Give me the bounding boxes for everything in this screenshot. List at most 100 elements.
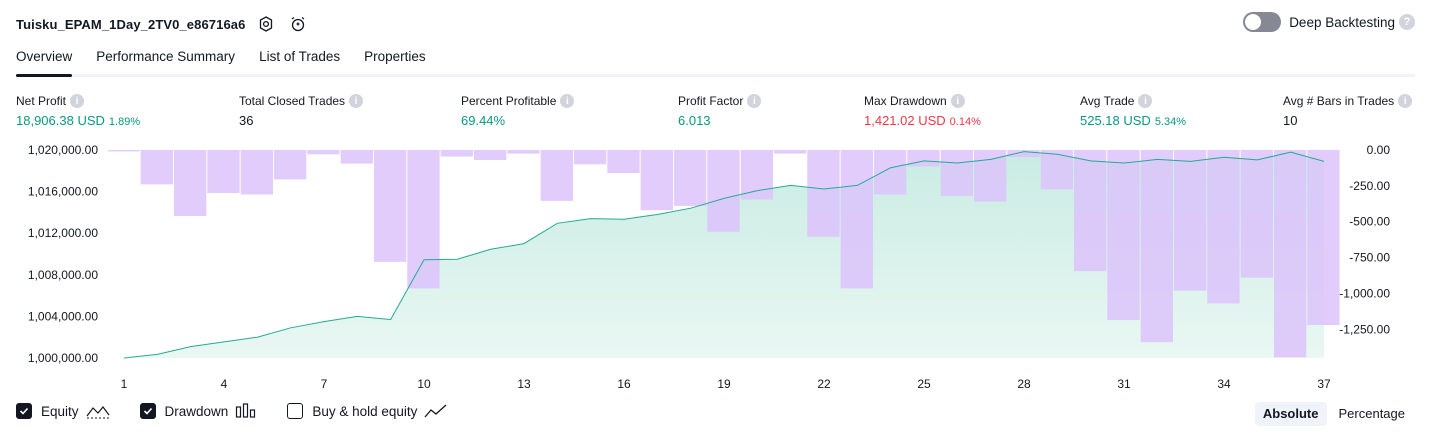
- drawdown-bar: [640, 150, 673, 211]
- tab-bar: Overview Performance Summary List of Tra…: [16, 44, 1415, 77]
- drawdown-bar: [108, 150, 140, 152]
- left-axis-tick: 1,000,000.00: [28, 351, 98, 365]
- add-alert-icon[interactable]: [287, 13, 309, 35]
- drawdown-bar: [407, 150, 440, 289]
- info-icon[interactable]: i: [70, 94, 85, 108]
- tab-list-of-trades[interactable]: List of Trades: [259, 49, 341, 64]
- left-axis-tick: 1,012,000.00: [28, 226, 98, 240]
- info-icon[interactable]: i: [1398, 94, 1413, 108]
- x-axis-tick: 37: [1317, 377, 1331, 391]
- drawdown-bar: [774, 150, 807, 154]
- drawdown-bar: [140, 150, 173, 185]
- tab-performance-summary[interactable]: Performance Summary: [96, 49, 236, 64]
- percentage-button[interactable]: Percentage: [1338, 406, 1406, 421]
- right-axis-tick: -1,000.00: [1339, 286, 1390, 300]
- drawdown-bar: [1074, 150, 1107, 272]
- question-icon[interactable]: ?: [1399, 14, 1415, 30]
- x-axis-tick: 16: [617, 377, 631, 391]
- info-icon[interactable]: i: [747, 94, 762, 108]
- drawdown-bar: [440, 150, 473, 157]
- drawdown-bar: [174, 150, 207, 216]
- equity-area: [124, 151, 1324, 358]
- metrics-row: Net Profit i 18,906.38 USD 1.89% Total Clo…: [0, 93, 1431, 133]
- drawdown-bar: [540, 150, 573, 201]
- x-axis-tick: 22: [817, 377, 831, 391]
- metric-percent: 0.14%: [949, 116, 981, 128]
- legend-label: Drawdown: [164, 403, 229, 419]
- x-axis-tick: 19: [717, 377, 731, 391]
- info-icon[interactable]: i: [1138, 94, 1153, 108]
- x-axis-tick: 4: [221, 377, 228, 391]
- metric-label: Avg Trade: [1080, 94, 1135, 108]
- deep-backtesting-toggle[interactable]: [1243, 12, 1282, 32]
- drawdown-bar: [1174, 150, 1207, 291]
- settings-icon[interactable]: [255, 13, 277, 35]
- buy-hold-checkbox[interactable]: [287, 403, 304, 419]
- left-axis-tick: 1,016,000.00: [28, 185, 98, 199]
- drawdown-bar: [340, 150, 373, 164]
- drawdown-bar: [740, 150, 773, 200]
- drawdown-bar: [574, 150, 607, 165]
- legend-drawdown[interactable]: Drawdown: [139, 403, 258, 419]
- equity-line-icon: [86, 403, 110, 419]
- metric-label: Net Profit: [16, 94, 67, 108]
- drawdown-bar: [1007, 150, 1040, 158]
- metric-value: 36: [239, 113, 254, 128]
- drawdown-bar: [907, 150, 940, 167]
- metric-label: Profit Factor: [678, 94, 744, 108]
- value-mode-toggle: Absolute Percentage: [1251, 402, 1413, 426]
- metric-label: Percent Profitable: [461, 94, 557, 108]
- drawdown-bar: [207, 150, 240, 193]
- drawdown-bar: [507, 150, 540, 154]
- drawdown-bar: [1274, 150, 1307, 358]
- legend-equity[interactable]: Equity: [16, 403, 110, 419]
- chart-legend: Equity Drawdown Buy & hold equity: [16, 403, 478, 419]
- tab-properties[interactable]: Properties: [364, 49, 426, 64]
- drawdown-bar: [874, 150, 907, 195]
- strategy-header: Tuisku_EPAM_1Day_2TV0_e86716a6: [16, 10, 309, 38]
- metric-percent-profitable: Percent Profitable i 69.44%: [461, 93, 575, 128]
- strategy-name: Tuisku_EPAM_1Day_2TV0_e86716a6: [16, 16, 246, 32]
- equity-checkbox[interactable]: [16, 403, 32, 419]
- x-axis-tick: 28: [1017, 377, 1031, 391]
- metric-percent: 1.89%: [108, 116, 141, 128]
- tab-overview[interactable]: Overview: [16, 44, 73, 77]
- metric-avg-trade: Avg Trade i 525.18 USD 5.34%: [1080, 93, 1186, 128]
- drawdown-bar: [1307, 150, 1340, 325]
- left-axis-tick: 1,004,000.00: [28, 309, 98, 323]
- drawdown-bar: [1107, 150, 1140, 320]
- metric-percent: 5.34%: [1154, 116, 1187, 128]
- drawdown-bar: [974, 150, 1007, 202]
- left-axis-tick: 1,020,000.00: [28, 143, 98, 157]
- metric-net-profit: Net Profit i 18,906.38 USD 1.89%: [16, 93, 140, 128]
- legend-buy-hold-equity[interactable]: Buy & hold equity: [287, 403, 448, 419]
- drawdown-bar: [474, 150, 507, 160]
- x-axis-tick: 25: [917, 377, 931, 391]
- metric-label: Max Drawdown: [864, 94, 947, 108]
- drawdown-bar: [307, 150, 340, 155]
- drawdown-bar: [1207, 150, 1240, 304]
- x-axis-tick: 13: [517, 377, 531, 391]
- drawdown-bars-icon: [235, 403, 257, 419]
- info-icon[interactable]: i: [349, 94, 364, 108]
- drawdown-checkbox[interactable]: [139, 403, 156, 419]
- right-axis-tick: -250.00: [1349, 179, 1390, 193]
- metric-avg-bars-in-trades: Avg # Bars in Trades i 10: [1283, 93, 1413, 128]
- info-icon[interactable]: i: [560, 94, 575, 108]
- x-axis-tick: 7: [321, 377, 328, 391]
- right-axis-tick: -500.00: [1349, 215, 1390, 229]
- info-icon[interactable]: i: [950, 94, 965, 108]
- metric-max-drawdown: Max Drawdown i 1,421.02 USD 0.14%: [864, 93, 981, 128]
- right-axis-tick: -750.00: [1349, 251, 1390, 265]
- drawdown-bar: [1140, 150, 1173, 343]
- metric-total-closed-trades: Total Closed Trades i 36: [239, 93, 364, 128]
- metric-profit-factor: Profit Factor i 6.013: [678, 93, 762, 128]
- metric-label: Total Closed Trades: [239, 94, 346, 108]
- legend-label: Equity: [41, 403, 79, 419]
- drawdown-bar: [1240, 150, 1273, 278]
- drawdown-bar: [274, 150, 307, 180]
- drawdown-bar: [607, 150, 640, 173]
- absolute-button[interactable]: Absolute: [1254, 402, 1327, 426]
- drawdown-bar: [707, 150, 740, 232]
- toggle-knob: [1245, 14, 1262, 30]
